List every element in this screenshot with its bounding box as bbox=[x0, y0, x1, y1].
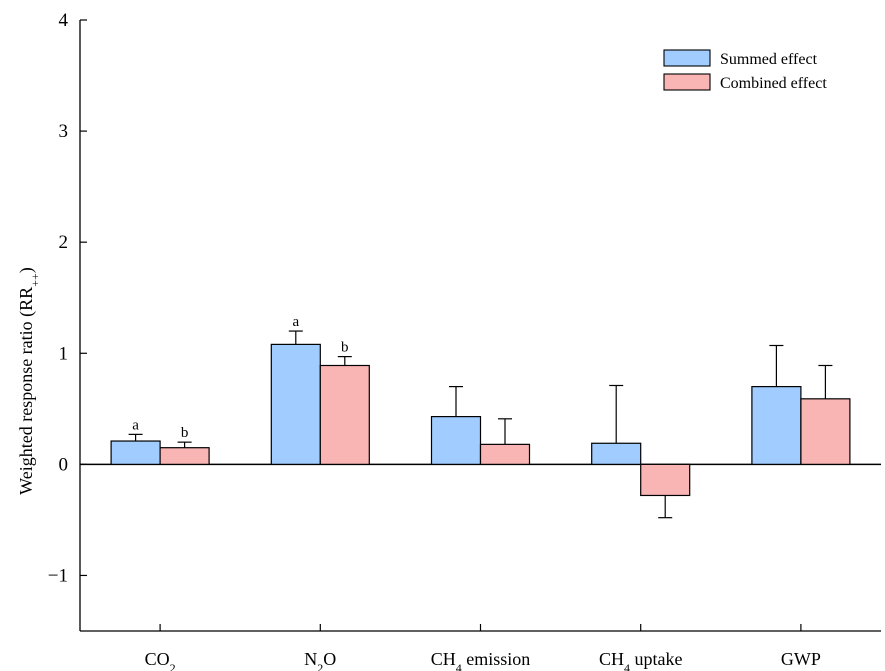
bar-combined-2 bbox=[479, 443, 531, 465]
legend-label-0: Summed effect bbox=[720, 51, 818, 68]
y-axis-label: Weighted response ratio (RR++) bbox=[16, 267, 42, 495]
y-tick-label: 1 bbox=[59, 343, 69, 364]
x-tick-label: N2O bbox=[304, 649, 336, 671]
legend-swatch-0 bbox=[663, 49, 711, 67]
y-tick-label: 4 bbox=[59, 10, 69, 31]
sig-label-1-1: b bbox=[341, 340, 349, 356]
bar-summed-0 bbox=[110, 440, 161, 465]
x-tick-label: CH4 emission bbox=[431, 649, 531, 671]
y-tick-label: −1 bbox=[48, 565, 68, 586]
bar-summed-2 bbox=[430, 415, 482, 465]
x-tick-label: CO2 bbox=[145, 649, 176, 671]
bars-layer: a b a b bbox=[110, 314, 851, 519]
plot-frame bbox=[79, 20, 881, 632]
bar-summed-3 bbox=[591, 442, 642, 465]
y-axis: −1 0 1 2 3 4 Weighted response ratio (RR++) bbox=[16, 10, 87, 586]
x-axis: CO2 N2O CH4 emission CH4 uptake GWP bbox=[145, 624, 821, 671]
x-tick-label: CH4 uptake bbox=[599, 649, 683, 671]
y-tick-label: 3 bbox=[59, 121, 69, 142]
legend-swatch-1 bbox=[663, 73, 711, 91]
legend-label-1: Combined effect bbox=[720, 75, 827, 92]
sig-label-0-0: a bbox=[132, 417, 139, 433]
x-tick-label: GWP bbox=[781, 649, 821, 669]
y-tick-label: 2 bbox=[59, 232, 69, 253]
legend: Summed effect Combined effect bbox=[663, 49, 827, 92]
bar-combined-0 bbox=[159, 447, 210, 465]
bar-combined-1 bbox=[319, 364, 370, 465]
bar-combined-3 bbox=[640, 463, 691, 497]
bar-combined-4 bbox=[800, 398, 851, 465]
bar-summed-4 bbox=[751, 386, 802, 465]
sig-label-1-0: b bbox=[181, 425, 189, 441]
sig-label-0-1: a bbox=[292, 314, 299, 330]
bar-summed-1 bbox=[270, 343, 321, 465]
y-tick-label: 0 bbox=[59, 454, 69, 475]
